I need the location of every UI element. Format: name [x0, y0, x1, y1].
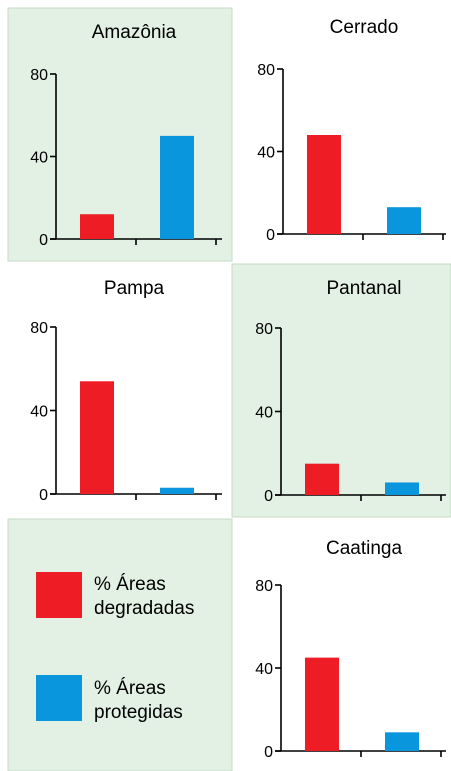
legend-background: [7, 518, 233, 771]
chart-title: Caatinga: [326, 538, 402, 559]
chart-title: Amazônia: [92, 22, 177, 43]
chart-title: Cerrado: [330, 17, 399, 38]
bar-protegidas: [385, 482, 419, 495]
legend-label: % Áreas: [94, 678, 166, 699]
legend-item: % Áreas protegidas: [36, 675, 183, 723]
chart-amaznia: Amazônia 0 40 80: [30, 22, 222, 249]
chart-cerrado: Cerrado 0 40 80: [257, 17, 446, 244]
y-tick-label: 80: [255, 321, 273, 338]
panel-background: [231, 263, 451, 518]
legend-swatch: [36, 572, 82, 618]
legend: % Áreas degradadas % Áreas protegidas: [7, 518, 233, 771]
legend-label: protegidas: [94, 702, 183, 723]
y-tick-label: 40: [30, 150, 48, 167]
y-tick-label: 0: [39, 232, 48, 249]
panel-backgrounds: [7, 7, 451, 518]
bar-degradadas: [305, 463, 339, 495]
y-tick-label: 0: [264, 488, 273, 505]
y-tick-label: 40: [257, 145, 275, 162]
y-tick-label: 40: [255, 661, 273, 678]
y-tick-label: 80: [257, 62, 275, 79]
y-tick-label: 80: [30, 320, 48, 337]
chart-pantanal: Pantanal 0 40 80: [255, 278, 446, 505]
panel-background: [7, 7, 233, 262]
y-tick-label: 40: [255, 405, 273, 422]
bar-protegidas: [387, 207, 421, 234]
bar-degradadas: [305, 657, 339, 751]
charts: Amazônia04080Cerrado04080Pampa04080Panta…: [30, 17, 446, 761]
legend-item: % Áreas degradadas: [36, 572, 194, 619]
y-tick-label: 0: [39, 487, 48, 504]
chart-title: Pantanal: [326, 278, 401, 299]
legend-label: degradadas: [94, 598, 194, 619]
chart-caatinga: Caatinga 0 40 80: [255, 538, 446, 761]
bar-degradadas: [80, 381, 114, 494]
legend-swatch: [36, 675, 82, 721]
bar-protegidas: [385, 732, 419, 751]
bar-protegidas: [160, 135, 194, 239]
chart-title: Pampa: [104, 278, 165, 299]
y-tick-label: 80: [255, 578, 273, 595]
bar-degradadas: [80, 214, 114, 239]
y-tick-label: 0: [264, 744, 273, 761]
bar-degradadas: [307, 135, 341, 234]
chart-pampa: Pampa 0 40 80: [30, 278, 222, 504]
legend-label: % Áreas: [94, 574, 166, 595]
y-tick-label: 0: [266, 227, 275, 244]
bar-protegidas: [160, 487, 194, 494]
y-tick-label: 40: [30, 404, 48, 421]
y-tick-label: 80: [30, 67, 48, 84]
